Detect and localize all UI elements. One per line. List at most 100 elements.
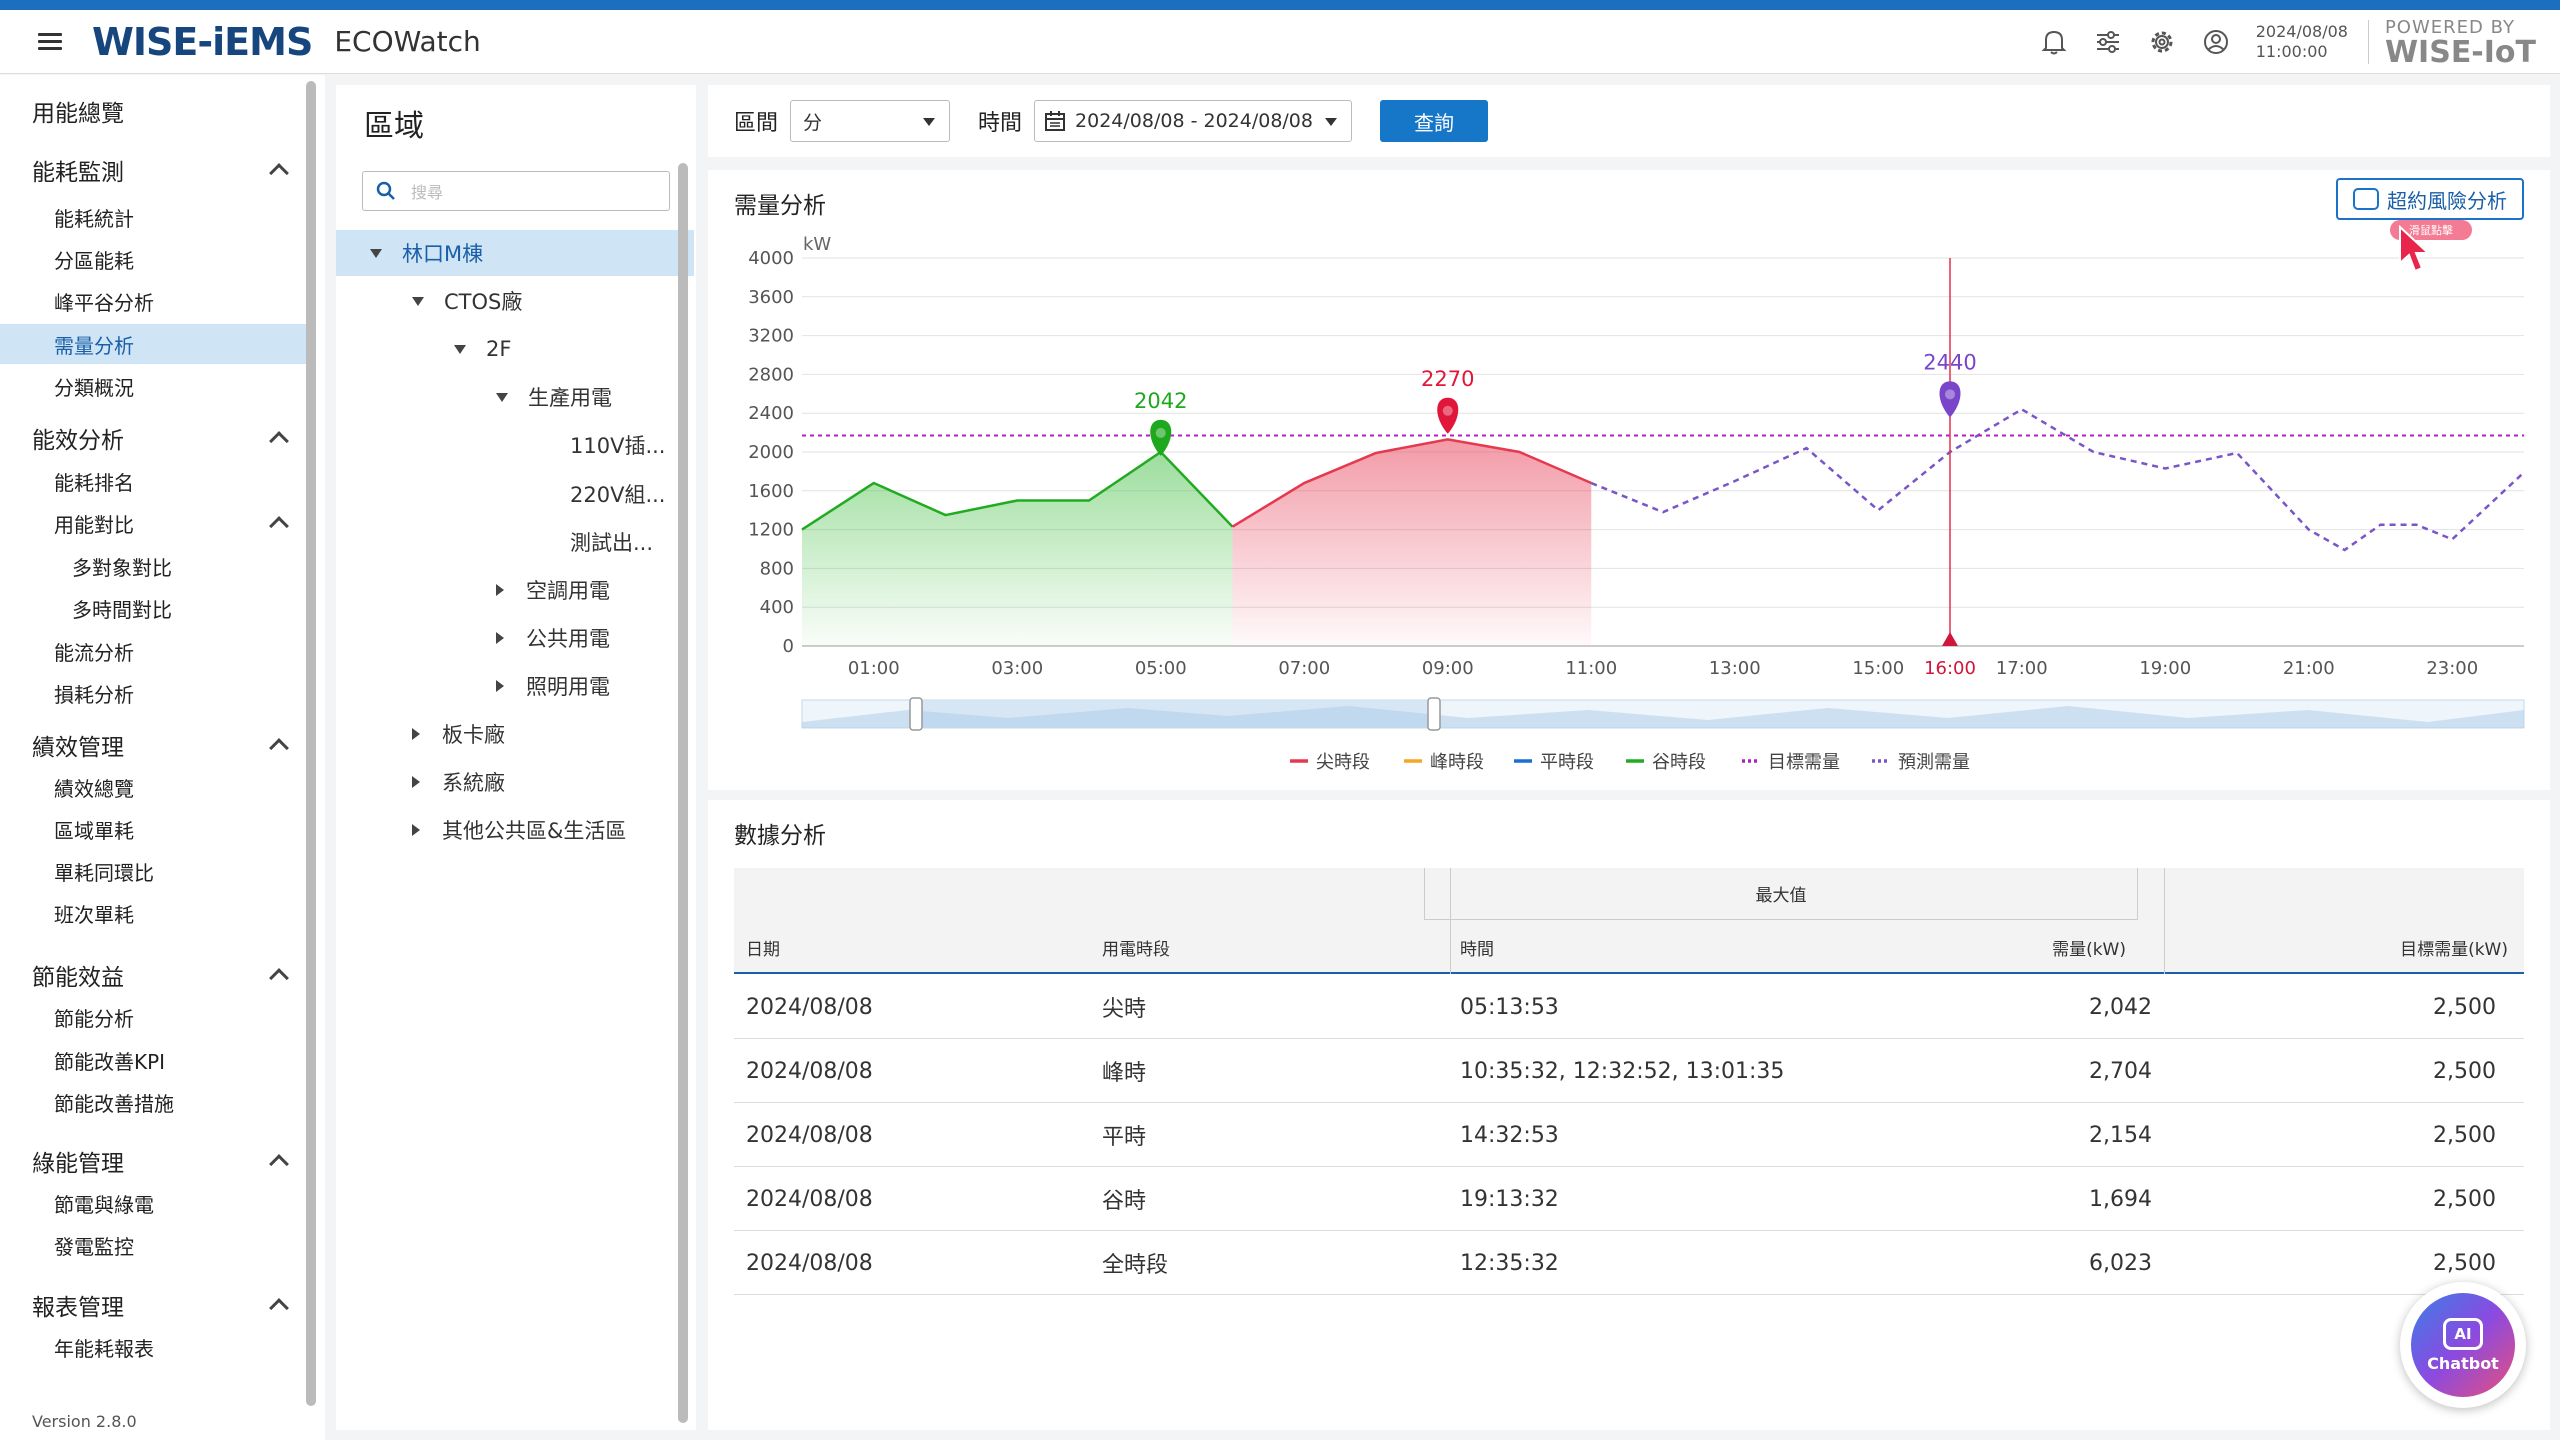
legend-label[interactable]: 目標需量 bbox=[1768, 752, 1840, 773]
caret-right-icon[interactable] bbox=[412, 776, 420, 789]
chevron-up-icon[interactable] bbox=[269, 516, 289, 536]
sidebar-scrollbar[interactable] bbox=[306, 81, 316, 1406]
chevron-up-icon[interactable] bbox=[269, 163, 289, 183]
tree-node[interactable]: 2F bbox=[336, 326, 694, 372]
area-search-input[interactable]: 搜尋 bbox=[362, 171, 670, 211]
table-row[interactable]: 2024/08/08 谷時 19:13:32 1,694 2,500 bbox=[734, 1167, 2524, 1231]
tree-node[interactable]: 林口M棟 bbox=[336, 230, 694, 276]
col-demand[interactable]: 需量(kW) bbox=[2052, 939, 2126, 960]
sidebar-item[interactable]: 節能改善KPI bbox=[0, 1040, 310, 1080]
series-line[interactable] bbox=[1231, 438, 1592, 528]
caret-right-icon[interactable] bbox=[412, 728, 420, 740]
zoom-handle-right[interactable] bbox=[1427, 697, 1441, 731]
legend-label[interactable]: 預測需量 bbox=[1898, 752, 1970, 773]
tree-node[interactable]: 照明用電 bbox=[336, 663, 694, 709]
header-time: 11:00:00 bbox=[2255, 42, 2328, 61]
sidebar-item[interactable]: 峰平谷分析 bbox=[0, 281, 310, 321]
sliders-icon[interactable] bbox=[2090, 24, 2126, 60]
caret-right-icon[interactable] bbox=[496, 679, 504, 692]
chevron-up-icon[interactable] bbox=[269, 738, 289, 758]
sidebar-item[interactable]: 績效管理 bbox=[0, 725, 310, 765]
tree-node[interactable]: 系統廠 bbox=[336, 759, 694, 805]
peak-marker-pin[interactable] bbox=[1150, 419, 1172, 456]
tree-node[interactable]: 公共用電 bbox=[336, 615, 694, 661]
date-range-picker[interactable]: 2024/08/08 - 2024/08/08 bbox=[1034, 100, 1353, 142]
col-target[interactable]: 目標需量(kW) bbox=[2400, 939, 2508, 960]
y-tick-label: 1600 bbox=[748, 481, 794, 502]
tree-node[interactable]: 測試出... bbox=[336, 519, 694, 565]
table-cell: 全時段 bbox=[1102, 1253, 1169, 1278]
demand-chart[interactable]: kW 0 400 800 1200 1600 2000 2400 2800 3200 3600 400… bbox=[708, 170, 2550, 790]
query-button[interactable]: 查詢 bbox=[1380, 100, 1489, 142]
peak-marker-pin[interactable] bbox=[1437, 397, 1459, 434]
sidebar-item[interactable]: 需量分析 bbox=[0, 324, 310, 364]
tree-node[interactable]: 空調用電 bbox=[336, 567, 694, 613]
sidebar-item[interactable]: 能耗排名 bbox=[0, 461, 310, 501]
gear-icon[interactable] bbox=[2144, 24, 2180, 60]
sidebar-item[interactable]: 節能改善措施 bbox=[0, 1082, 310, 1122]
legend-label[interactable]: 尖時段 bbox=[1316, 752, 1370, 773]
sidebar-item[interactable]: 多時間對比 bbox=[0, 588, 310, 628]
table-row[interactable]: 2024/08/08 全時段 12:35:32 6,023 2,500 bbox=[734, 1231, 2524, 1295]
sidebar-item[interactable]: 分區能耗 bbox=[0, 239, 310, 279]
overcontract-risk-button[interactable]: 超約風險分析 bbox=[2336, 178, 2524, 220]
series-line[interactable] bbox=[1590, 407, 2525, 552]
sidebar-item[interactable]: 節能分析 bbox=[0, 997, 310, 1037]
sidebar-item[interactable]: 用能總覽 bbox=[0, 91, 310, 131]
sidebar-item[interactable]: 用能對比 bbox=[0, 503, 310, 543]
sidebar-item[interactable]: 區域單耗 bbox=[0, 809, 310, 849]
caret-down-icon[interactable] bbox=[454, 344, 466, 354]
sidebar-item[interactable]: 節能效益 bbox=[0, 955, 310, 995]
caret-right-icon[interactable] bbox=[496, 583, 504, 596]
chevron-up-icon[interactable] bbox=[269, 431, 289, 451]
chevron-up-icon[interactable] bbox=[269, 1298, 289, 1318]
caret-right-icon[interactable] bbox=[496, 631, 504, 644]
legend-label[interactable]: 谷時段 bbox=[1652, 752, 1706, 773]
col-period[interactable]: 用電時段 bbox=[1102, 939, 1170, 960]
area-scrollbar[interactable] bbox=[678, 163, 688, 1423]
legend-label[interactable]: 平時段 bbox=[1540, 752, 1594, 773]
col-date[interactable]: 日期 bbox=[746, 939, 780, 960]
caret-right-icon[interactable] bbox=[412, 824, 420, 837]
sidebar-item[interactable]: 班次單耗 bbox=[0, 893, 310, 933]
table-row[interactable]: 2024/08/08 平時 14:32:53 2,154 2,500 bbox=[734, 1103, 2524, 1167]
sidebar-item[interactable]: 年能耗報表 bbox=[0, 1327, 310, 1367]
user-account-icon[interactable] bbox=[2198, 24, 2234, 60]
sidebar-item[interactable]: 單耗同環比 bbox=[0, 851, 310, 891]
chart-panel-title: 需量分析 bbox=[734, 193, 826, 219]
tree-node[interactable]: 其他公共區&生活區 bbox=[336, 807, 694, 853]
sidebar-item[interactable]: 分類概況 bbox=[0, 366, 310, 406]
sidebar-item[interactable]: 能流分析 bbox=[0, 631, 310, 671]
tree-node-label: 其他公共區&生活區 bbox=[442, 819, 627, 844]
tree-node[interactable]: CTOS廠 bbox=[336, 278, 694, 324]
sidebar-item[interactable]: 多對象對比 bbox=[0, 546, 310, 586]
tree-node[interactable]: 220V組... bbox=[336, 471, 694, 517]
chevron-up-icon[interactable] bbox=[269, 968, 289, 988]
col-time[interactable]: 時間 bbox=[1460, 939, 1494, 960]
legend-label[interactable]: 峰時段 bbox=[1430, 752, 1484, 773]
zoom-handle-left[interactable] bbox=[909, 697, 923, 731]
sidebar-item[interactable]: 節電與綠電 bbox=[0, 1183, 310, 1223]
table-row[interactable]: 2024/08/08 峰時 10:35:32, 12:32:52, 13:01:35… bbox=[734, 1039, 2524, 1103]
sidebar-item[interactable]: 損耗分析 bbox=[0, 673, 310, 713]
tree-node[interactable]: 生產用電 bbox=[336, 374, 694, 420]
menu-icon[interactable] bbox=[38, 32, 62, 51]
peak-marker-pin[interactable] bbox=[1939, 381, 1961, 418]
sidebar-item[interactable]: 綠能管理 bbox=[0, 1141, 310, 1181]
sidebar-item[interactable]: 績效總覽 bbox=[0, 767, 310, 807]
sidebar-item[interactable]: 能耗監測 bbox=[0, 150, 310, 190]
sidebar-item[interactable]: 報表管理 bbox=[0, 1285, 310, 1325]
sidebar-item[interactable]: 發電監控 bbox=[0, 1225, 310, 1265]
chatbot-button[interactable]: AI Chatbot bbox=[2400, 1282, 2526, 1408]
bell-icon[interactable] bbox=[2036, 24, 2072, 60]
caret-down-icon[interactable] bbox=[412, 296, 424, 306]
table-row[interactable]: 2024/08/08 尖時 05:13:53 2,042 2,500 bbox=[734, 975, 2524, 1039]
sidebar-item[interactable]: 能效分析 bbox=[0, 418, 310, 458]
interval-select[interactable]: 分 bbox=[790, 100, 951, 142]
caret-down-icon[interactable] bbox=[370, 248, 382, 258]
chevron-up-icon[interactable] bbox=[269, 1154, 289, 1174]
tree-node[interactable]: 板卡廠 bbox=[336, 711, 694, 757]
tree-node[interactable]: 110V插... bbox=[336, 422, 694, 468]
caret-down-icon[interactable] bbox=[496, 392, 508, 402]
sidebar-item[interactable]: 能耗統計 bbox=[0, 197, 310, 237]
